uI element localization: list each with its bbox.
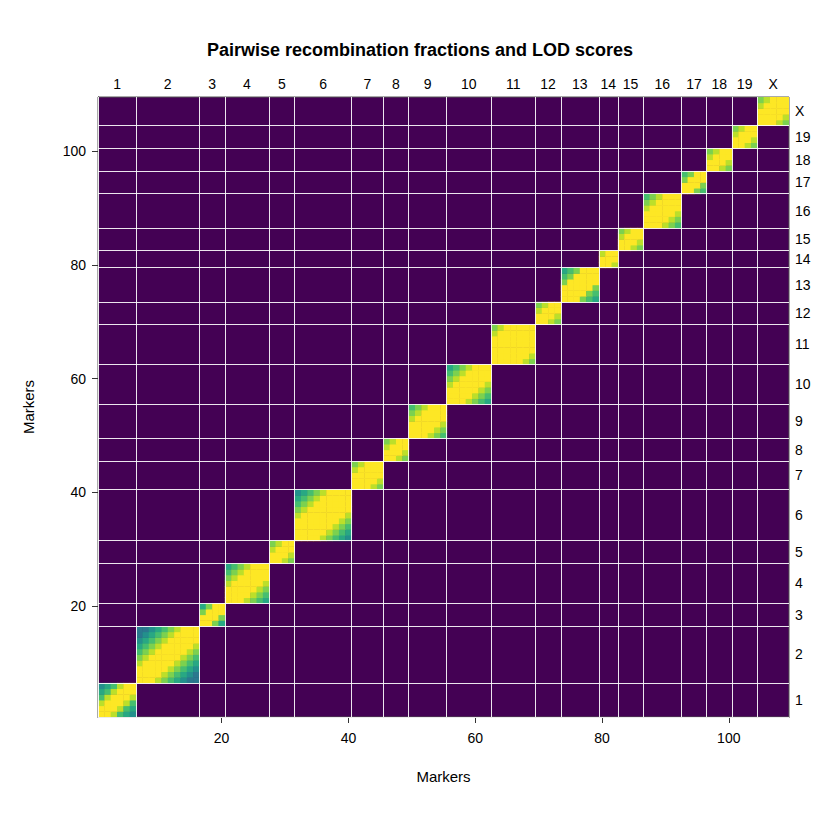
svg-text:100: 100: [717, 730, 741, 746]
svg-text:40: 40: [341, 730, 357, 746]
svg-text:4: 4: [243, 76, 251, 92]
svg-text:60: 60: [467, 730, 483, 746]
svg-text:15: 15: [623, 76, 639, 92]
svg-text:3: 3: [795, 607, 803, 623]
svg-text:7: 7: [795, 467, 803, 483]
svg-text:3: 3: [208, 76, 216, 92]
svg-text:1: 1: [795, 692, 803, 708]
svg-text:80: 80: [594, 730, 610, 746]
svg-text:8: 8: [392, 76, 400, 92]
svg-text:20: 20: [214, 730, 230, 746]
svg-text:17: 17: [686, 76, 702, 92]
svg-text:80: 80: [70, 257, 86, 273]
svg-text:X: X: [768, 76, 778, 92]
svg-text:100: 100: [63, 143, 87, 159]
svg-text:20: 20: [70, 598, 86, 614]
svg-text:18: 18: [795, 152, 811, 168]
svg-text:17: 17: [795, 174, 811, 190]
svg-text:2: 2: [164, 76, 172, 92]
svg-text:Pairwise recombination fractio: Pairwise recombination fractions and LOD…: [207, 40, 633, 60]
svg-text:14: 14: [795, 251, 811, 267]
svg-text:16: 16: [795, 203, 811, 219]
svg-text:9: 9: [424, 76, 432, 92]
svg-text:6: 6: [795, 507, 803, 523]
svg-text:Markers: Markers: [20, 380, 37, 434]
svg-text:12: 12: [540, 76, 556, 92]
svg-text:14: 14: [601, 76, 617, 92]
svg-text:1: 1: [113, 76, 121, 92]
svg-text:16: 16: [654, 76, 670, 92]
svg-text:11: 11: [506, 76, 521, 92]
svg-text:7: 7: [364, 76, 372, 92]
svg-text:X: X: [795, 103, 805, 119]
svg-text:13: 13: [795, 277, 811, 293]
svg-text:2: 2: [795, 646, 803, 662]
svg-text:40: 40: [70, 484, 86, 500]
svg-text:5: 5: [278, 76, 286, 92]
svg-text:8: 8: [795, 442, 803, 458]
svg-text:Markers: Markers: [416, 768, 470, 785]
svg-text:9: 9: [795, 413, 803, 429]
svg-text:10: 10: [461, 76, 477, 92]
svg-text:4: 4: [795, 575, 803, 591]
svg-text:19: 19: [737, 76, 753, 92]
svg-text:11: 11: [795, 336, 810, 352]
svg-text:13: 13: [572, 76, 588, 92]
svg-text:12: 12: [795, 305, 811, 321]
svg-text:6: 6: [319, 76, 327, 92]
svg-text:60: 60: [70, 371, 86, 387]
svg-text:18: 18: [711, 76, 727, 92]
svg-text:19: 19: [795, 129, 811, 145]
svg-text:5: 5: [795, 544, 803, 560]
svg-text:15: 15: [795, 231, 811, 247]
svg-text:10: 10: [795, 376, 811, 392]
